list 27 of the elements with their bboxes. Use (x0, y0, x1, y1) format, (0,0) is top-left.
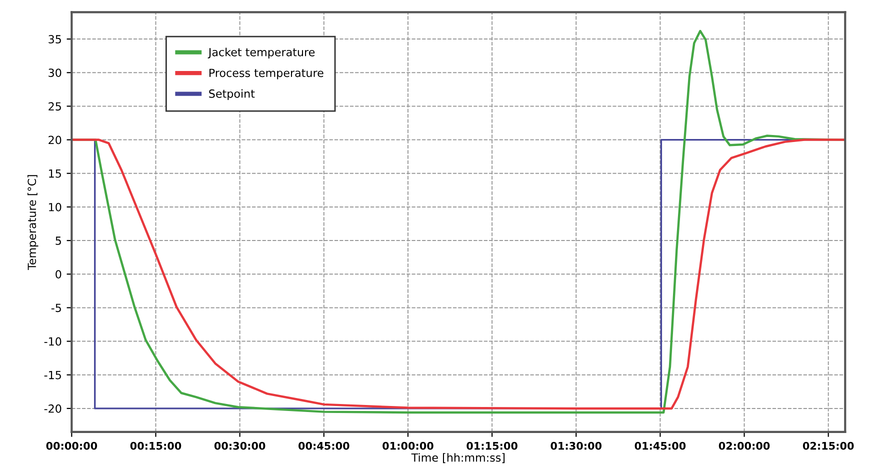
y-tick-label: 5 (56, 236, 61, 245)
y-tick-label: 0 (56, 270, 62, 278)
y-tick-label: -15 (44, 370, 61, 380)
x-tick-label: 00:45:00 (298, 442, 350, 450)
x-tick-label: 01:45:00 (634, 442, 686, 450)
y-tick-label: 20 (48, 136, 62, 144)
y-tick-label: -10 (44, 337, 62, 346)
y-tick-label: -5 (51, 304, 61, 312)
y-tick-label: 10 (49, 202, 62, 212)
legend-label: Jacket temperature (208, 48, 315, 58)
y-axis-title: Temperature [°C] (27, 175, 38, 270)
legend-label: Setpoint (209, 89, 255, 100)
y-tick-label: -20 (44, 404, 62, 413)
x-tick-label: 00:15:00 (130, 442, 182, 450)
x-tick-label: 01:15:00 (466, 442, 518, 450)
x-tick-label: 00:00:00 (46, 442, 98, 450)
x-tick-label: 02:00:00 (718, 442, 770, 450)
x-axis-title: Time [hh:mm:ss] (411, 453, 505, 464)
y-tick-label: 15 (49, 169, 61, 178)
legend-label: Process temperature (209, 68, 324, 80)
y-tick-label: 35 (48, 35, 61, 44)
x-tick-label: 01:30:00 (550, 442, 602, 450)
y-tick-label: 25 (48, 102, 61, 111)
y-tick-label: 30 (48, 68, 62, 77)
x-tick-label: 00:30:00 (214, 442, 266, 450)
x-tick-label: 01:00:00 (382, 442, 434, 450)
x-tick-label: 02:15:00 (802, 442, 854, 450)
